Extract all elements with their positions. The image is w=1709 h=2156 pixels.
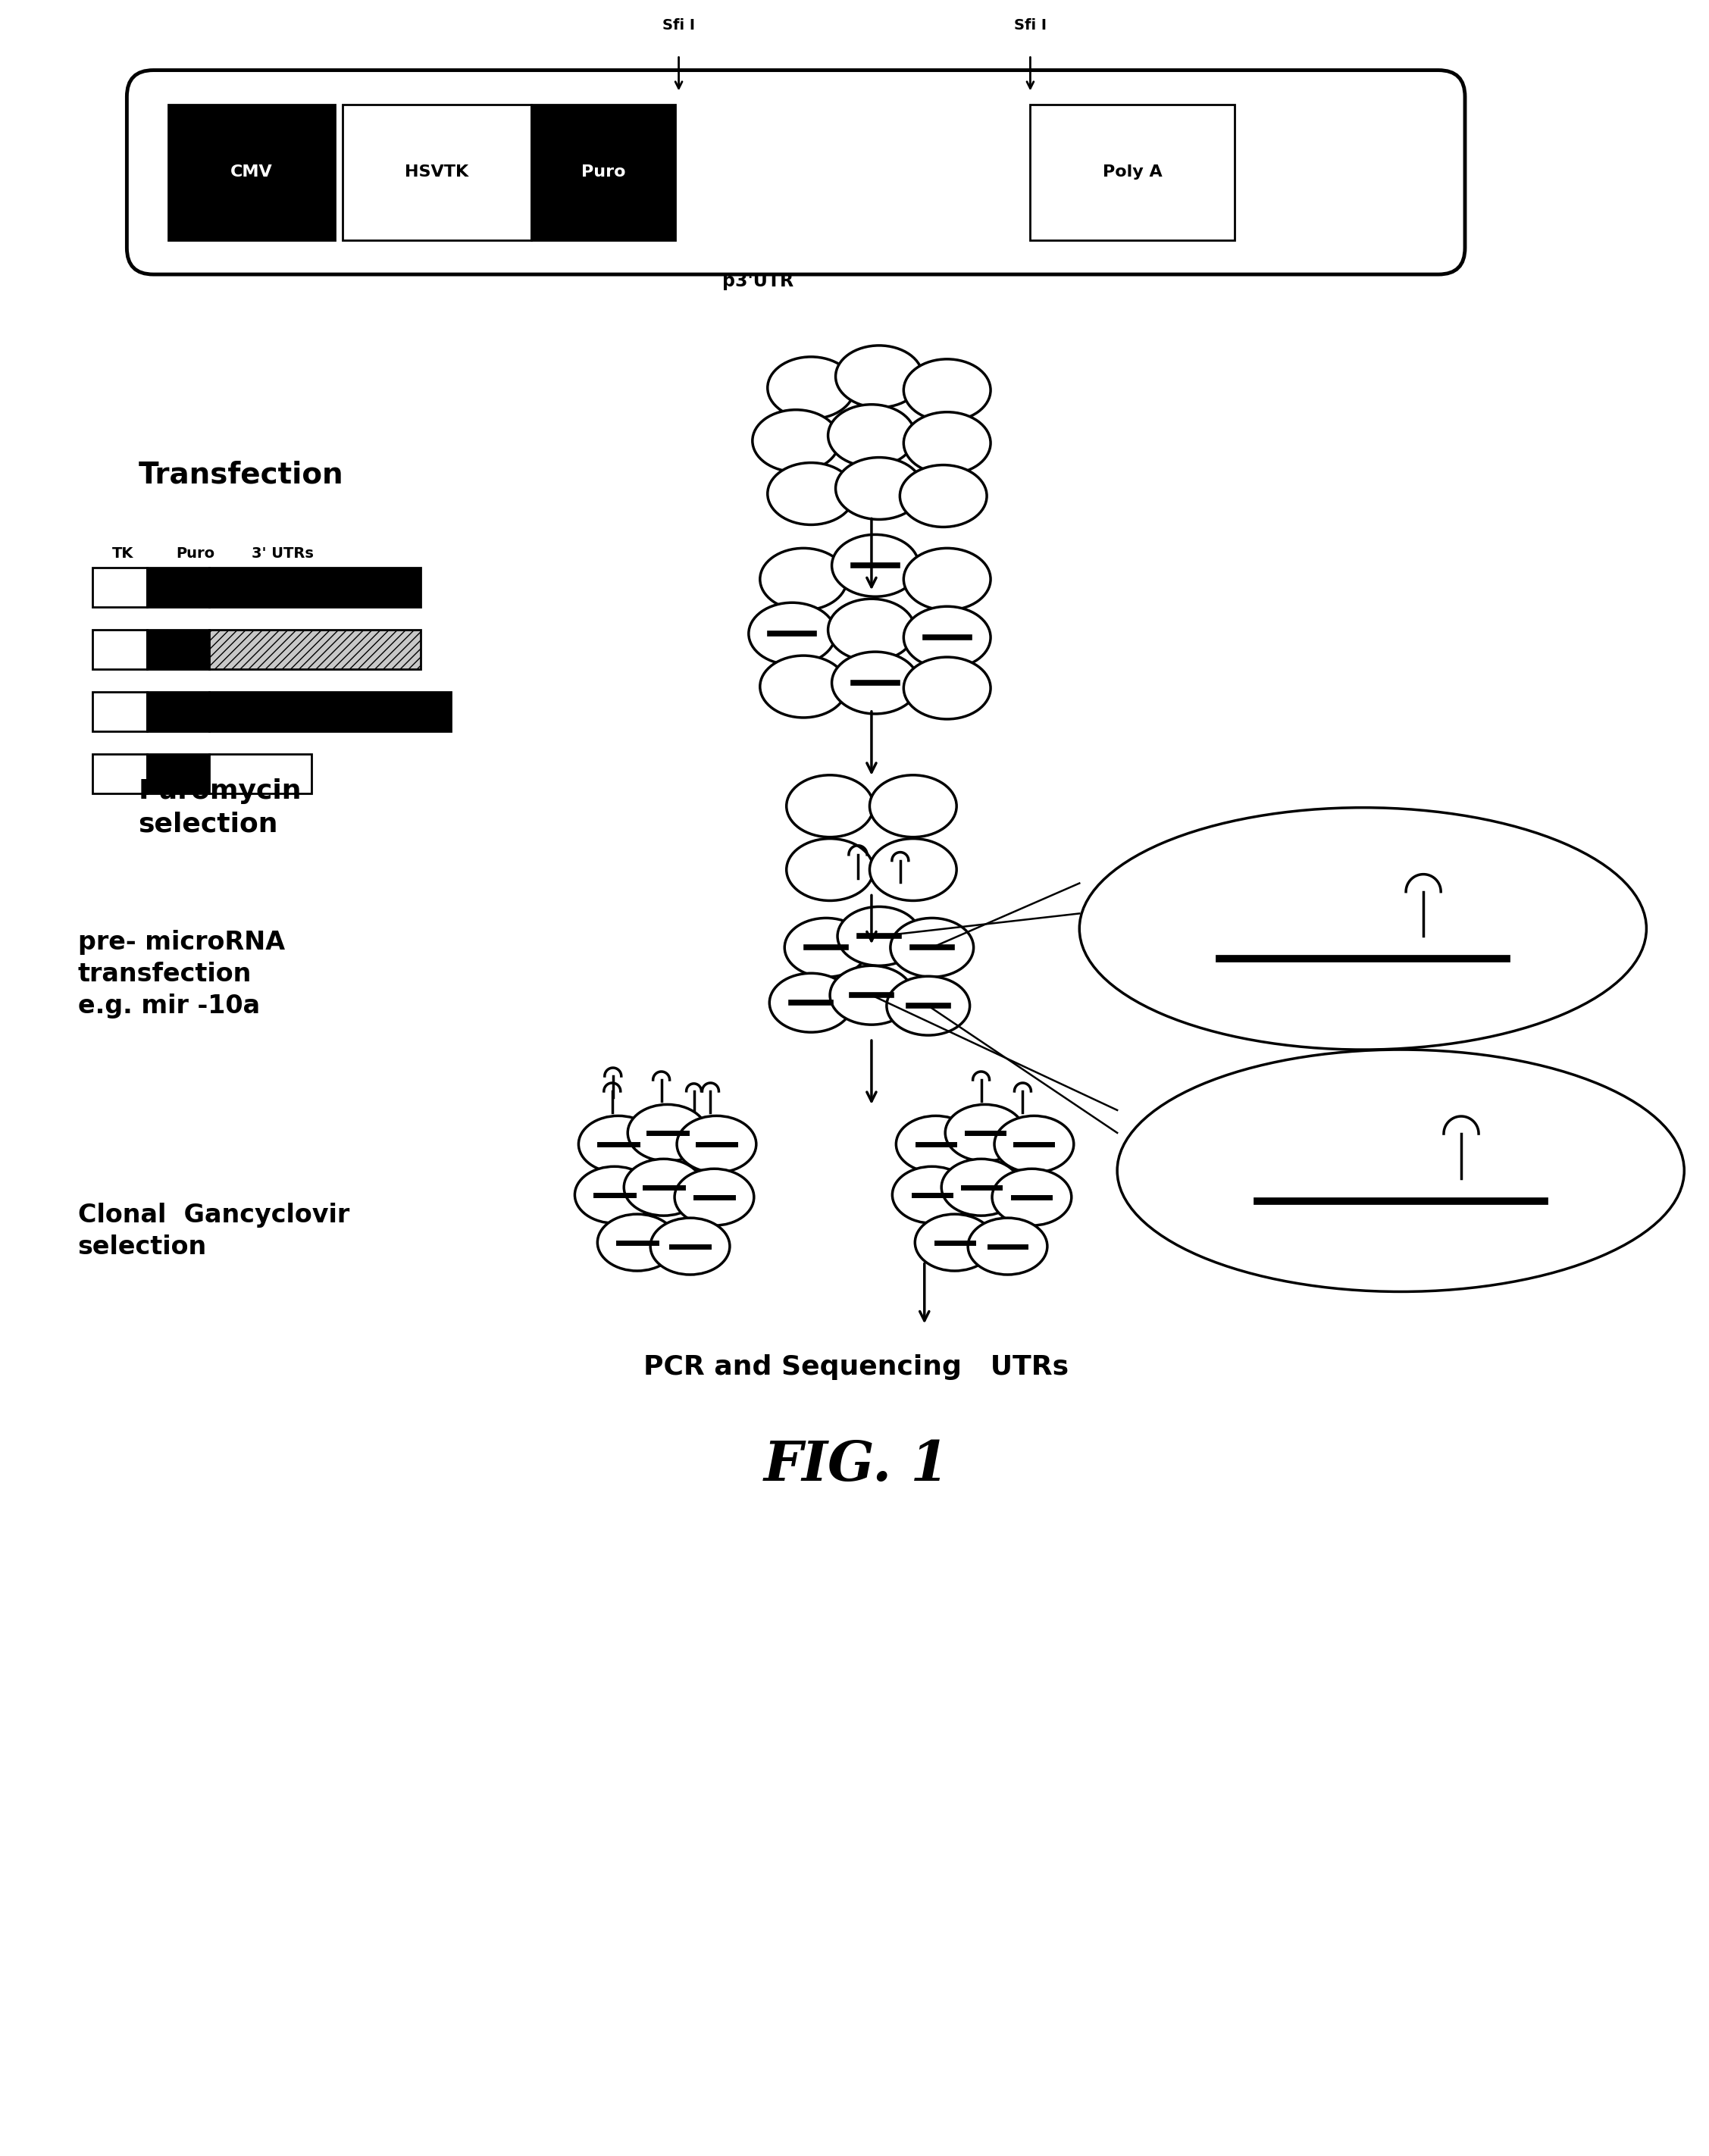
Ellipse shape [749, 604, 836, 664]
Text: Transfection: Transfection [138, 461, 344, 489]
Ellipse shape [837, 908, 921, 966]
FancyBboxPatch shape [147, 567, 208, 608]
Ellipse shape [579, 1117, 658, 1173]
FancyBboxPatch shape [92, 692, 147, 731]
Ellipse shape [904, 360, 991, 420]
Text: Puro: Puro [176, 548, 215, 561]
FancyBboxPatch shape [208, 692, 451, 731]
Ellipse shape [993, 1169, 1072, 1225]
Ellipse shape [574, 1166, 655, 1222]
Ellipse shape [904, 412, 991, 474]
Ellipse shape [836, 457, 923, 520]
Ellipse shape [904, 606, 991, 668]
FancyBboxPatch shape [92, 567, 147, 608]
FancyBboxPatch shape [92, 755, 147, 793]
FancyBboxPatch shape [208, 630, 420, 668]
FancyBboxPatch shape [147, 755, 208, 793]
Ellipse shape [890, 918, 974, 977]
Text: Puromycin
selection: Puromycin selection [138, 778, 301, 837]
Ellipse shape [870, 839, 957, 901]
Text: FIG. 1: FIG. 1 [764, 1438, 948, 1492]
Ellipse shape [901, 466, 986, 526]
Ellipse shape [829, 405, 914, 466]
Ellipse shape [786, 839, 873, 901]
Ellipse shape [651, 1218, 730, 1274]
Ellipse shape [832, 535, 919, 597]
Ellipse shape [832, 651, 919, 714]
Ellipse shape [598, 1214, 677, 1270]
Text: PCR and Sequencing   UTRs: PCR and Sequencing UTRs [644, 1354, 1070, 1380]
Ellipse shape [761, 548, 848, 610]
FancyBboxPatch shape [1031, 103, 1234, 239]
Ellipse shape [942, 1160, 1020, 1216]
FancyBboxPatch shape [531, 103, 675, 239]
Text: CMV: CMV [231, 164, 273, 179]
Ellipse shape [767, 464, 854, 524]
Text: Poly A: Poly A [1102, 164, 1162, 179]
Ellipse shape [967, 1218, 1048, 1274]
FancyBboxPatch shape [147, 630, 208, 668]
Ellipse shape [914, 1214, 995, 1270]
Text: p3'UTR: p3'UTR [723, 272, 793, 291]
Ellipse shape [624, 1160, 704, 1216]
Text: Sfi I: Sfi I [663, 17, 696, 32]
Text: Puro: Puro [581, 164, 625, 179]
Ellipse shape [752, 410, 839, 472]
Ellipse shape [904, 548, 991, 610]
Ellipse shape [896, 1117, 976, 1173]
Ellipse shape [761, 655, 848, 718]
Ellipse shape [677, 1117, 755, 1173]
Ellipse shape [769, 972, 853, 1033]
Ellipse shape [829, 599, 914, 662]
Ellipse shape [784, 918, 868, 977]
Ellipse shape [995, 1117, 1073, 1173]
Ellipse shape [836, 345, 923, 407]
FancyBboxPatch shape [92, 630, 147, 668]
Text: Sfi I: Sfi I [1013, 17, 1046, 32]
Ellipse shape [1080, 808, 1646, 1050]
Text: HSVTK: HSVTK [405, 164, 468, 179]
Ellipse shape [904, 658, 991, 720]
Ellipse shape [945, 1104, 1025, 1162]
Ellipse shape [887, 977, 969, 1035]
Ellipse shape [1118, 1050, 1683, 1291]
Text: TK: TK [111, 548, 133, 561]
FancyBboxPatch shape [208, 755, 311, 793]
FancyBboxPatch shape [147, 692, 208, 731]
FancyBboxPatch shape [342, 103, 531, 239]
Ellipse shape [675, 1169, 754, 1225]
FancyBboxPatch shape [169, 103, 335, 239]
Ellipse shape [786, 776, 873, 837]
Ellipse shape [870, 776, 957, 837]
Text: 3' UTRs: 3' UTRs [251, 548, 314, 561]
Text: Clonal  Gancyclovir
selection: Clonal Gancyclovir selection [77, 1203, 349, 1259]
Ellipse shape [627, 1104, 708, 1162]
FancyBboxPatch shape [126, 71, 1465, 274]
Ellipse shape [767, 358, 854, 418]
Text: pre- microRNA
transfection
e.g. mir -10a: pre- microRNA transfection e.g. mir -10a [77, 929, 285, 1018]
Ellipse shape [892, 1166, 972, 1222]
Ellipse shape [831, 966, 913, 1024]
FancyBboxPatch shape [208, 567, 420, 608]
